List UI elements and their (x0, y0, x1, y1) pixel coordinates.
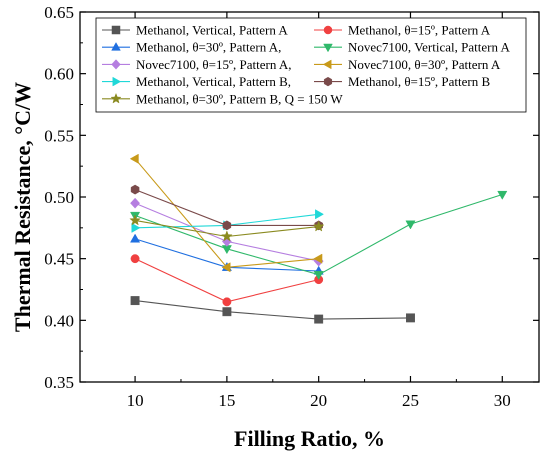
x-tick-label: 20 (310, 391, 327, 410)
legend-item: Novec7100, θ=30º, Pattern A (314, 57, 501, 72)
data-point (312, 220, 325, 232)
data-point (130, 254, 140, 264)
data-point (130, 184, 140, 195)
x-tick-label: 25 (402, 391, 419, 410)
data-point (130, 197, 141, 209)
legend-label: Methanol, θ=30º, Pattern A, (136, 40, 281, 55)
legend-label: Methanol, θ=15º, Pattern B (348, 74, 490, 89)
x-tick-label: 15 (218, 391, 235, 410)
series-6 (129, 153, 323, 273)
legend-item: Methanol, Vertical, Pattern A (102, 23, 288, 38)
legend-marker (112, 76, 122, 87)
data-point (129, 153, 139, 164)
data-point (313, 271, 324, 281)
legend-item: Methanol, θ=15º, Pattern B (314, 74, 490, 89)
data-point (222, 220, 232, 231)
legend-label: Novec7100, θ=15º, Pattern A, (136, 57, 292, 72)
x-tick-label: 30 (494, 391, 511, 410)
legend-label: Novec7100, θ=30º, Pattern A (348, 57, 501, 72)
series-1 (130, 296, 415, 324)
y-tick-label: 0.35 (44, 373, 74, 392)
legend-marker (111, 42, 121, 51)
data-point (497, 190, 508, 200)
legend-marker (111, 25, 121, 35)
legend-marker (323, 43, 333, 53)
data-point (222, 307, 232, 317)
y-tick-label: 0.65 (44, 3, 74, 22)
data-point (130, 296, 140, 306)
legend: Methanol, Vertical, Pattern A Methanol, θ… (95, 17, 527, 113)
legend-item: Novec7100, θ=15º, Pattern A, (102, 57, 292, 72)
data-point (405, 220, 416, 230)
data-point (129, 214, 141, 226)
legend-marker (111, 59, 121, 70)
legend-label: Methanol, θ=30º, Pattern B, Q = 150 W (136, 91, 343, 106)
data-point (221, 230, 233, 242)
legend-marker (323, 76, 333, 87)
legend-item: Methanol, Vertical, Pattern B, (102, 74, 291, 89)
data-point (221, 262, 231, 273)
legend-label: Novec7100, Vertical, Pattern A (348, 40, 510, 55)
x-tick-label: 10 (127, 391, 144, 410)
series-line (134, 189, 319, 226)
legend-marker (110, 92, 122, 104)
legend-label: Methanol, Vertical, Pattern A (136, 23, 288, 38)
data-point (222, 297, 232, 307)
y-tick-label: 0.40 (44, 311, 74, 330)
y-tick-label: 0.55 (44, 126, 74, 145)
series-9 (129, 214, 325, 242)
y-axis-title: Thermal Resistance, °C/W (10, 82, 35, 332)
series-2 (130, 254, 324, 307)
x-axis-title: Filling Ratio, % (234, 426, 385, 451)
y-tick-label: 0.50 (44, 188, 74, 207)
series-layer (129, 153, 508, 324)
series-8 (130, 184, 323, 231)
data-point (314, 314, 324, 324)
legend-item: Methanol, θ=30º, Pattern B, Q = 150 W (102, 91, 343, 106)
legend-frame (95, 17, 527, 113)
data-point (130, 233, 141, 243)
legend-item: Methanol, θ=30º, Pattern A, (102, 40, 281, 55)
legend-label: Methanol, θ=15º, Pattern A (348, 23, 491, 38)
legend-label: Methanol, Vertical, Pattern B, (136, 74, 291, 89)
legend-marker (322, 59, 332, 70)
legend-item: Methanol, θ=15º, Pattern A (314, 23, 491, 38)
data-point (406, 313, 415, 323)
y-tick-label: 0.60 (44, 65, 74, 84)
y-tick-label: 0.45 (44, 250, 74, 269)
legend-item: Novec7100, Vertical, Pattern A (314, 40, 510, 55)
axes: 10 15 20 25 30 0.35 0.40 0.45 0.50 0.55 0.60 0.65 (44, 3, 540, 410)
legend-marker (323, 25, 333, 35)
data-point (131, 222, 141, 233)
data-point (315, 209, 325, 220)
data-point (313, 253, 323, 264)
series-line (135, 300, 411, 320)
